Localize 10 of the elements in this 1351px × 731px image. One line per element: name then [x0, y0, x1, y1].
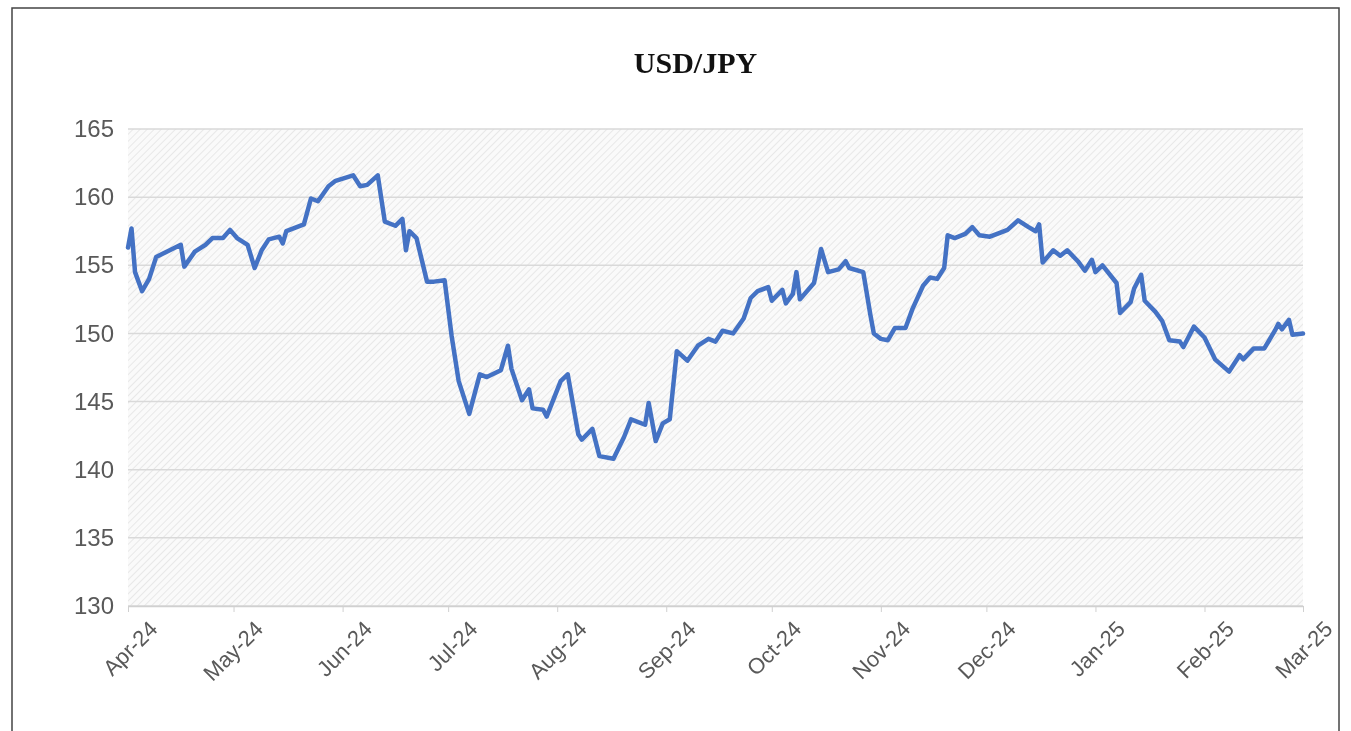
y-tick-label: 135: [73, 524, 114, 552]
chart-title: USD/JPY: [633, 46, 758, 79]
y-tick-label: 160: [73, 183, 114, 211]
line-series: [125, 173, 1306, 462]
y-tick-label: 150: [73, 319, 114, 347]
y-tick-label: 130: [73, 592, 114, 620]
y-tick-label: 165: [73, 115, 114, 143]
y-tick-label: 145: [73, 387, 114, 415]
y-tick-label: 140: [73, 455, 114, 483]
y-tick-label: 155: [73, 251, 114, 279]
